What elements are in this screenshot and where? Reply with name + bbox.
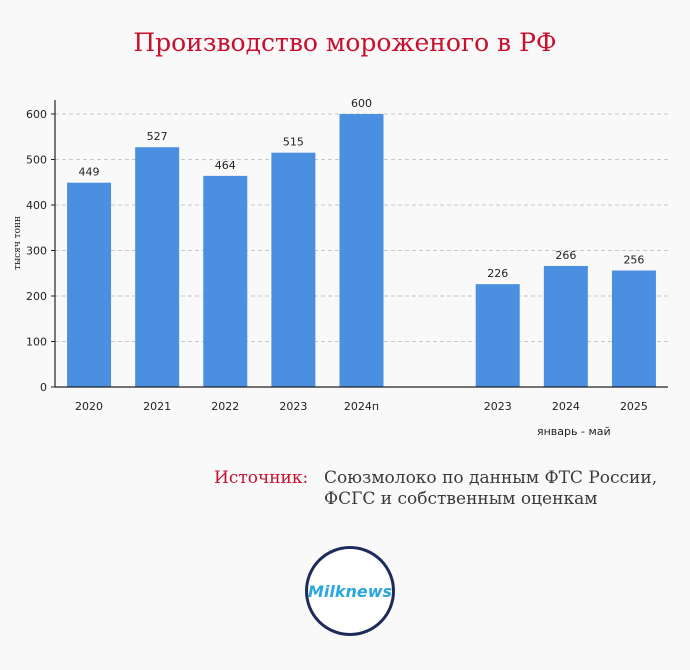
source-line: Союзмолоко по данным ФТС России, <box>324 468 658 488</box>
y-tick-label: 100 <box>26 336 47 349</box>
bar <box>67 182 112 387</box>
chart-title: Производство мороженого в РФ <box>133 28 557 57</box>
axes: 0 100 200 300 400 500 600 тысяч тонн 2020 2021 202… <box>13 100 668 438</box>
data-label: 449 <box>79 166 100 179</box>
bar <box>543 265 588 387</box>
y-axis-label: тысяч тонн <box>13 216 23 270</box>
bar <box>135 147 180 387</box>
group-label: январь - май <box>537 425 611 438</box>
bar <box>271 152 316 387</box>
x-tick-label: 2022 <box>211 400 239 413</box>
y-tick-label: 200 <box>26 290 47 303</box>
data-label: 256 <box>623 254 644 267</box>
y-tick-label: 600 <box>26 108 47 121</box>
data-label: 464 <box>215 159 236 172</box>
x-tick-label: 2020 <box>75 400 103 413</box>
source-label: Источник: <box>214 468 309 488</box>
data-label: 515 <box>283 136 304 149</box>
source-text: Союзмолоко по данным ФТС России, ФСГС и … <box>324 468 684 510</box>
y-tick-label: 300 <box>26 245 47 258</box>
data-label: 600 <box>351 97 372 110</box>
source-line: ФСГС и собственным оценкам <box>324 489 598 509</box>
bar-chart: 449 527 464 515 600 226 266 256 0 100 200 300 400 50… <box>13 97 668 438</box>
data-labels: 449 527 464 515 600 226 266 256 <box>79 97 645 280</box>
data-label: 266 <box>555 249 576 262</box>
logo-text: Milknews <box>307 581 393 601</box>
x-tick-label: 2025 <box>620 400 648 413</box>
x-tick-label: 2023 <box>484 400 512 413</box>
y-tick-label: 400 <box>26 199 47 212</box>
data-label: 226 <box>487 267 508 280</box>
bar <box>203 175 248 387</box>
bar <box>611 270 656 387</box>
bars <box>67 114 656 387</box>
x-tick-label: 2021 <box>143 400 171 413</box>
bar <box>475 284 520 387</box>
bar <box>339 114 384 387</box>
x-tick-label: 2024 <box>552 400 580 413</box>
y-tick-label: 500 <box>26 154 47 167</box>
milknews-logo: Milknews <box>305 546 395 636</box>
y-tick-label: 0 <box>40 381 47 394</box>
x-tick-label: 2024п <box>344 400 379 413</box>
x-tick-label: 2023 <box>279 400 307 413</box>
data-label: 527 <box>147 130 168 143</box>
